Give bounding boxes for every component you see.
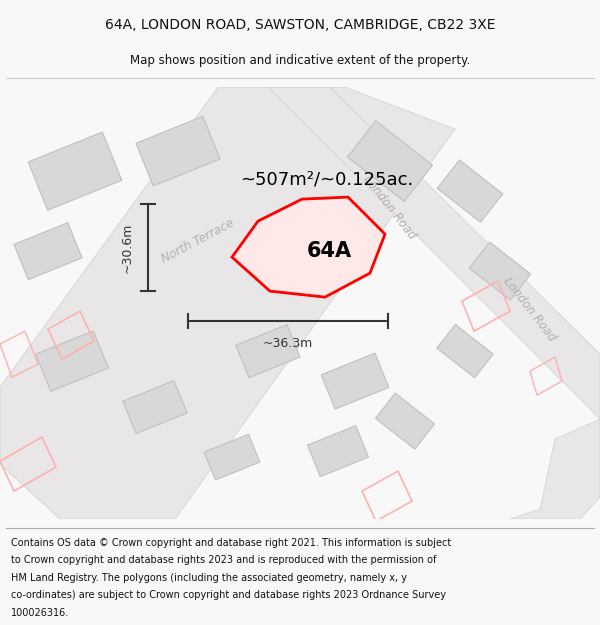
Text: HM Land Registry. The polygons (including the associated geometry, namely x, y: HM Land Registry. The polygons (includin… [11,572,407,582]
Text: ~507m²/~0.125ac.: ~507m²/~0.125ac. [240,170,413,188]
Text: London Road: London Road [361,173,419,242]
Text: to Crown copyright and database rights 2023 and is reproduced with the permissio: to Crown copyright and database rights 2… [11,555,436,565]
Polygon shape [36,331,108,391]
Text: ~36.3m: ~36.3m [263,337,313,350]
Text: 100026316.: 100026316. [11,608,69,618]
Polygon shape [136,116,220,186]
Polygon shape [308,426,368,477]
Polygon shape [0,87,455,519]
Polygon shape [469,242,530,300]
Text: ~30.6m: ~30.6m [121,222,134,272]
Polygon shape [376,393,434,449]
Polygon shape [268,87,600,419]
Polygon shape [321,353,389,409]
Polygon shape [510,419,600,519]
Text: 64A: 64A [307,241,352,261]
Text: co-ordinates) are subject to Crown copyright and database rights 2023 Ordnance S: co-ordinates) are subject to Crown copyr… [11,591,446,601]
Polygon shape [437,324,493,378]
Polygon shape [14,222,82,279]
Polygon shape [236,324,300,378]
Text: 64A, LONDON ROAD, SAWSTON, CAMBRIDGE, CB22 3XE: 64A, LONDON ROAD, SAWSTON, CAMBRIDGE, CB… [105,18,495,32]
Polygon shape [123,381,187,434]
Polygon shape [232,197,385,297]
Polygon shape [204,434,260,480]
Polygon shape [347,121,433,201]
Text: Map shows position and indicative extent of the property.: Map shows position and indicative extent… [130,54,470,68]
Text: North Terrace: North Terrace [160,216,236,266]
Text: Contains OS data © Crown copyright and database right 2021. This information is : Contains OS data © Crown copyright and d… [11,538,451,548]
Text: London Road: London Road [501,274,559,344]
Polygon shape [437,160,503,222]
Polygon shape [28,132,122,210]
